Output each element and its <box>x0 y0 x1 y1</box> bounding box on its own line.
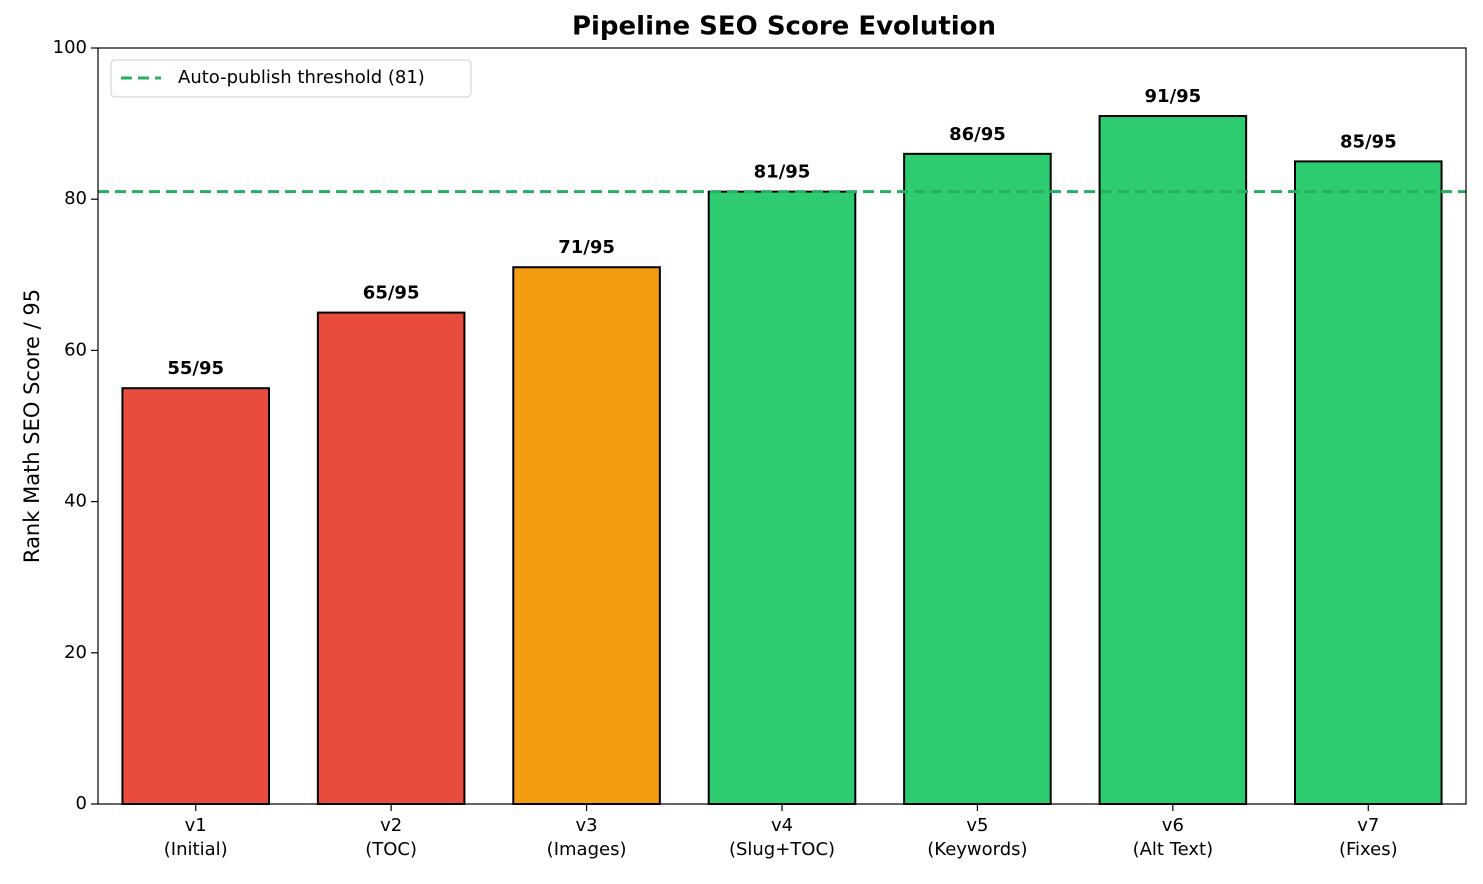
x-tick-label: v2 (TOC) <box>365 815 417 860</box>
x-tick-label-line: (Initial) <box>164 839 228 860</box>
value-label: 86/95 <box>949 124 1006 145</box>
value-label: 71/95 <box>558 237 615 258</box>
bar <box>316 311 466 805</box>
x-tick-label-line: v1 <box>185 815 207 836</box>
x-tick-label-line: (Alt Text) <box>1133 839 1214 860</box>
chart-title: Pipeline SEO Score Evolution <box>572 12 996 42</box>
legend-box <box>110 59 472 98</box>
x-tick-label-line: v2 <box>380 815 402 836</box>
value-label: 65/95 <box>363 283 420 304</box>
value-label: 81/95 <box>754 162 811 183</box>
y-axis-label: Rank Math SEO Score / 95 <box>20 289 44 563</box>
x-tick-label-line: (Slug+TOC) <box>729 839 835 860</box>
value-label: 85/95 <box>1340 131 1397 152</box>
x-tick-label-line: v3 <box>576 815 598 836</box>
x-tick-label: v7 (Fixes) <box>1339 815 1398 860</box>
x-tick-label-line: v6 <box>1162 815 1184 836</box>
bar <box>903 152 1052 805</box>
bar <box>121 387 270 805</box>
y-tick-label: 40 <box>64 491 87 512</box>
x-tick-label-line: (TOC) <box>365 839 417 860</box>
y-tick-label: 0 <box>76 793 87 814</box>
y-tick-label: 80 <box>64 188 87 209</box>
bar <box>512 266 661 805</box>
y-tick-label: 60 <box>64 339 87 360</box>
y-tick-label: 20 <box>64 642 87 663</box>
x-tick-label-line: (Fixes) <box>1339 839 1398 860</box>
x-tick-label-line: v7 <box>1357 815 1379 836</box>
y-tick-label: 100 <box>53 37 87 58</box>
value-label: 55/95 <box>167 358 224 379</box>
x-tick-label-line: (Keywords) <box>927 839 1027 860</box>
bar <box>1294 160 1443 805</box>
x-tick-label: v1 (Initial) <box>164 815 228 860</box>
x-tick-label: v3 (Images) <box>547 815 627 860</box>
x-tick-label: v5 (Keywords) <box>927 815 1027 860</box>
value-label: 91/95 <box>1145 86 1202 107</box>
bar <box>707 190 857 805</box>
x-tick-label: v6 (Alt Text) <box>1133 815 1214 860</box>
x-tick-label-line: v5 <box>966 815 988 836</box>
bar <box>1098 115 1248 806</box>
x-tick-label-line: v4 <box>771 815 793 836</box>
legend-label: Auto-publish threshold (81) <box>178 67 425 88</box>
x-tick-label: v4 (Slug+TOC) <box>729 815 835 860</box>
x-tick-label-line: (Images) <box>547 839 627 860</box>
plot-frame <box>97 47 1467 805</box>
